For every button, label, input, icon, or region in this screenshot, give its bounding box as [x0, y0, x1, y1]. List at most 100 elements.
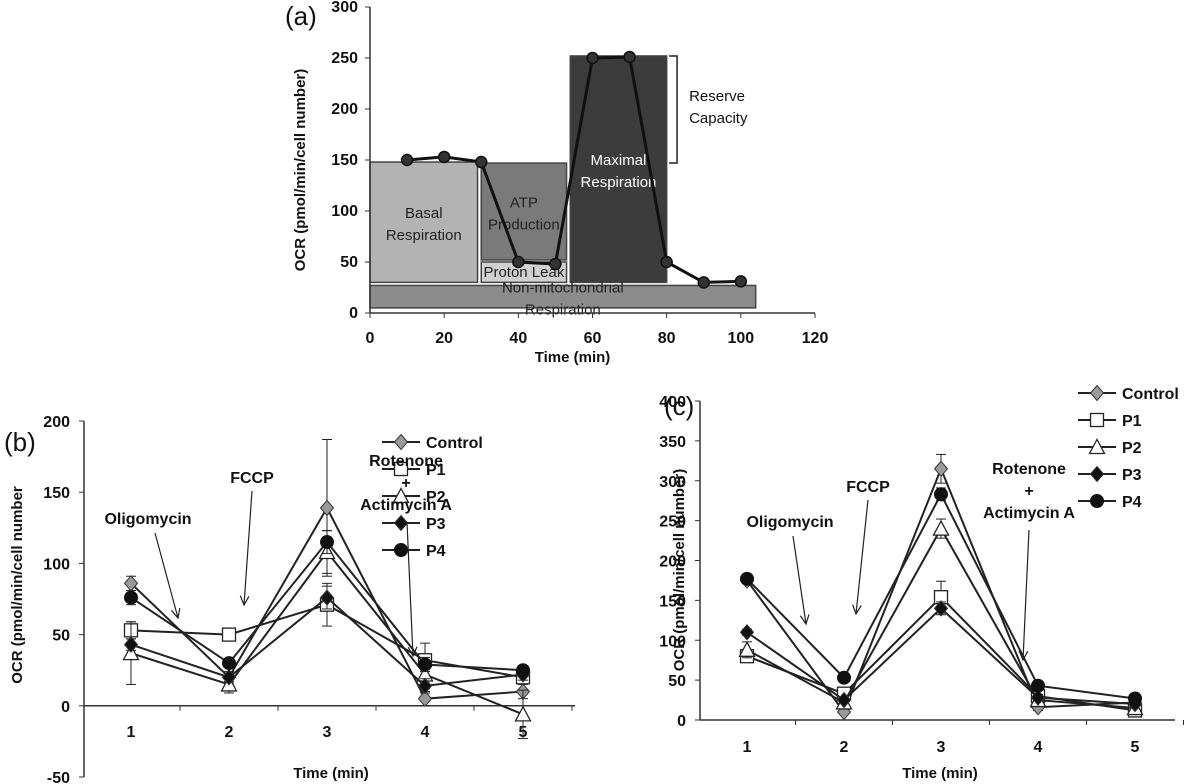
- legend-label: P4: [426, 543, 446, 560]
- drug-label: FCCP: [230, 470, 274, 487]
- series-p3: [123, 585, 531, 695]
- x-tick-label: 1: [127, 724, 136, 741]
- x-tick-label: 80: [658, 330, 676, 347]
- data-point: [514, 705, 532, 722]
- y-tick-label: 300: [659, 474, 686, 491]
- legend-label: P3: [426, 516, 446, 533]
- legend-label: Control: [1122, 386, 1179, 403]
- y-tick-label: 50: [668, 673, 686, 690]
- drug-label-line: +: [401, 475, 410, 492]
- ocr-line: [406, 55, 741, 284]
- x-tick-label: 4: [1034, 739, 1043, 756]
- arrow-head: [407, 646, 418, 658]
- arrow-head: [1018, 650, 1029, 662]
- legend-marker: [1089, 384, 1105, 402]
- legend-label: P2: [426, 489, 446, 506]
- data-point: [739, 624, 755, 641]
- y-tick-label: 250: [331, 50, 358, 67]
- arrow-shaft: [406, 521, 414, 657]
- y-tick-label: 100: [43, 556, 70, 573]
- x-tick-label: 3: [937, 739, 946, 756]
- series-p4: [124, 530, 530, 678]
- reserve-capacity-bracket: [669, 55, 678, 164]
- data-point: [933, 600, 949, 617]
- x-tick-label: 40: [509, 330, 527, 347]
- legend-marker: [394, 543, 408, 557]
- legend-label: P3: [1122, 467, 1142, 484]
- data-point: [123, 636, 139, 653]
- region-box: [480, 162, 568, 261]
- region-atp-production: ATP Production: [480, 162, 568, 261]
- arrow-shaft: [855, 499, 869, 615]
- data-point: [1031, 678, 1045, 693]
- region-label-line: Non-mitochondrial: [502, 280, 624, 297]
- y-tick-label: 200: [659, 554, 686, 571]
- region-label-line: Respiration: [386, 227, 462, 244]
- y-tick-label: 300: [331, 0, 358, 16]
- legend-marker: [393, 461, 409, 477]
- drug-annotations: Oligomycin FCCP Rotenone + Actimycin A: [746, 461, 1075, 662]
- region-label: Non-mitochondrial Respiration: [502, 280, 624, 319]
- arrow-head: [852, 604, 862, 616]
- region-label-line: ATP: [510, 195, 538, 212]
- data-point: [417, 690, 433, 707]
- y-tick-label: 0: [349, 305, 358, 322]
- drug-label-line: Rotenone: [992, 461, 1066, 478]
- x-tick-label: 20: [435, 330, 453, 347]
- data-point: [738, 640, 756, 657]
- legend: Control P1 P2 P3 P4: [1078, 384, 1179, 511]
- series-p3: [739, 600, 1143, 713]
- region-label: Proton Leak: [483, 264, 564, 281]
- data-point: [933, 460, 949, 478]
- y-tick-label: 100: [331, 203, 358, 220]
- x-tick-label: 2: [225, 724, 234, 741]
- data-point: [319, 589, 335, 606]
- data-point: [222, 656, 236, 671]
- legend-marker: [1090, 494, 1104, 508]
- legend-label: P1: [426, 462, 446, 479]
- panel-label: (c): [664, 391, 694, 421]
- arrow-head: [170, 608, 181, 620]
- y-tick-label: 0: [677, 713, 686, 730]
- series-p2: [738, 518, 1144, 716]
- arrow-head: [239, 595, 250, 607]
- data-point: [437, 150, 451, 164]
- x-tick-label: 2: [840, 739, 849, 756]
- legend-label: P1: [1122, 413, 1142, 430]
- data-point: [586, 51, 599, 65]
- x-axis-title: Time (min): [902, 765, 978, 782]
- panel-label: (b): [4, 427, 36, 457]
- data-point: [320, 535, 334, 550]
- y-tick-label: 100: [659, 633, 686, 650]
- arrow-shaft: [1022, 529, 1030, 661]
- data-point: [697, 276, 710, 289]
- y-axis-title: OCR (pmol/min/cell number): [292, 69, 309, 272]
- data-point: [417, 677, 433, 695]
- panel-c: 0 50 100 150 200 250 300 350 400 1 2 3 4 5 Time (min) O…: [659, 384, 1184, 782]
- x-tick-label: 60: [584, 330, 602, 347]
- region-label-line: Respiration: [581, 174, 657, 191]
- data-point: [475, 155, 488, 169]
- legend-label: P4: [1122, 494, 1142, 511]
- region-label-line: Maximal: [591, 152, 647, 169]
- annotation-line: Capacity: [689, 110, 748, 127]
- legend-marker: [393, 433, 409, 451]
- region-label-line: Production: [488, 217, 560, 234]
- data-point: [734, 275, 748, 288]
- x-axis-title: Time (min): [293, 765, 369, 782]
- y-tick-label: 400: [659, 394, 686, 411]
- region-basal-respiration: Basal Respiration: [369, 161, 479, 284]
- data-point: [400, 153, 414, 167]
- y-tick-label: 50: [52, 628, 70, 645]
- legend-marker: [1088, 438, 1106, 455]
- y-tick-label: 200: [331, 101, 358, 118]
- x-tick-label: 0: [366, 330, 375, 347]
- y-tick-label: 200: [43, 414, 70, 431]
- arrow-shaft: [154, 532, 179, 619]
- reserve-capacity-label: Reserve Capacity: [689, 88, 748, 127]
- drug-label-line: Rotenone: [369, 453, 443, 470]
- legend: Control P1 P2 P3 P4: [382, 433, 483, 560]
- x-tick-label: 100: [727, 330, 754, 347]
- data-point: [932, 519, 950, 536]
